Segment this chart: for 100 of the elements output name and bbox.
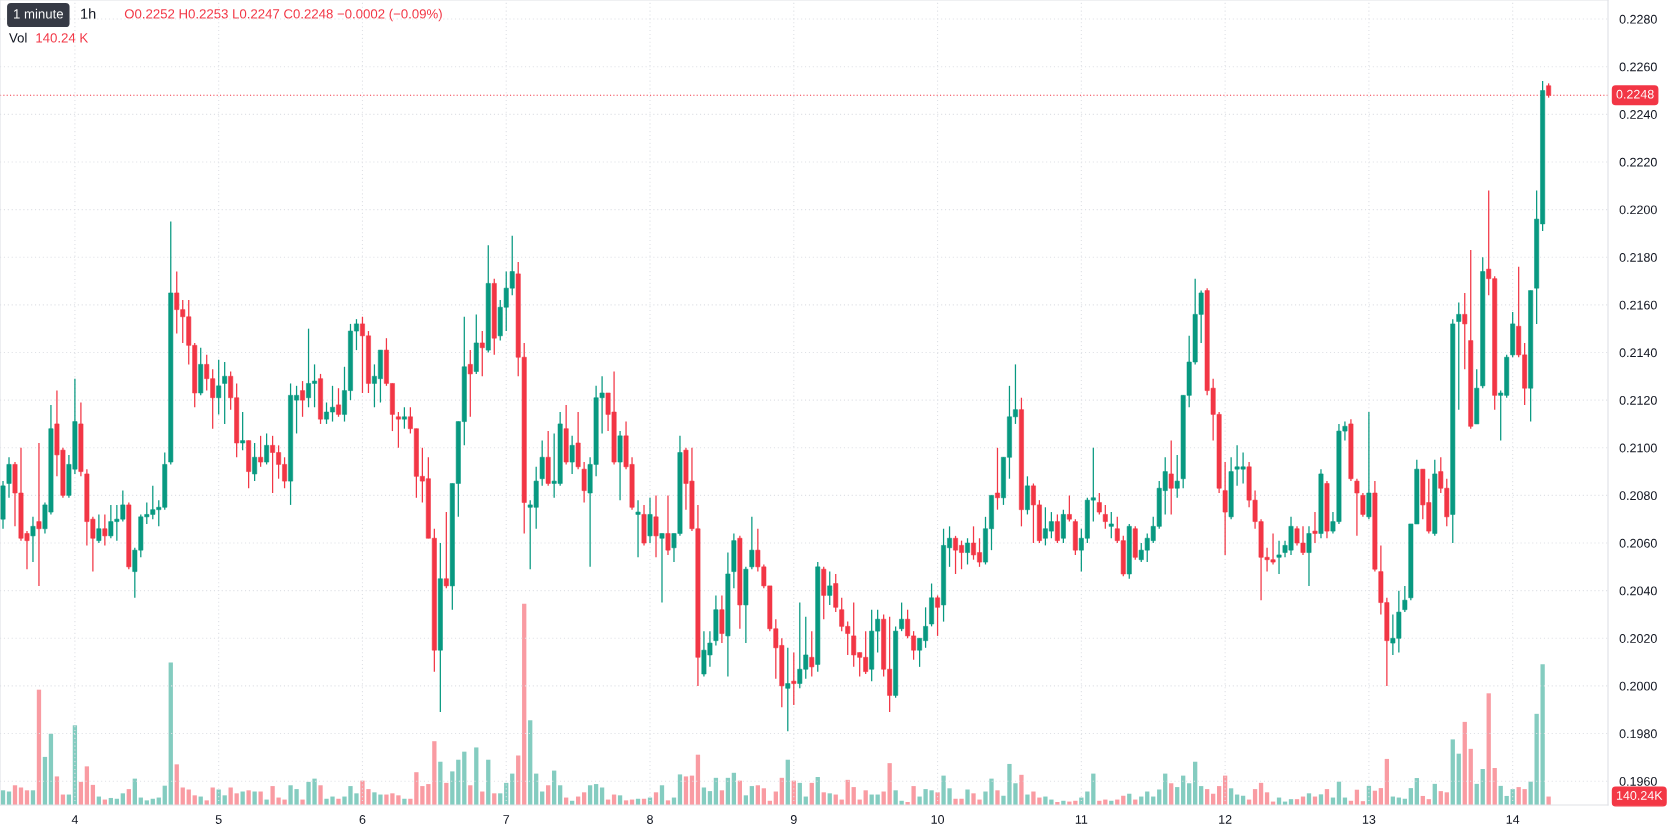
bar [450,771,455,805]
bar [522,603,527,805]
x-tick-label: 4 [71,815,79,824]
bar [474,747,479,805]
candlestick [635,499,641,558]
candlestick [222,361,228,425]
bar [1384,758,1390,805]
candlestick [659,532,665,604]
bar [516,755,521,805]
candlestick [1025,475,1030,516]
candlestick [809,630,815,678]
x-tick-label: 5 [215,815,222,824]
candlestick [995,447,1000,511]
annotation: Vol [9,32,27,43]
bar [785,759,790,805]
y-tick-label: 0.2000 [1619,681,1657,691]
candlestick [102,513,108,547]
y-tick-label: 0.2280 [1619,14,1657,24]
bar [965,789,970,805]
bar [336,798,341,805]
bar [36,689,42,805]
bar [1492,767,1497,805]
bar [1486,693,1491,805]
candlestick [749,516,755,570]
candlestick [252,442,258,482]
candlestick [1168,439,1174,516]
candlestick [6,456,12,499]
y-tick-label: 0.2260 [1619,62,1657,72]
candlestick [1366,411,1372,520]
y-tick-label: 0.2180 [1619,253,1657,262]
bar [18,787,24,805]
candlestick [1306,525,1312,587]
candlestick [36,442,42,587]
bar [935,792,940,805]
bar [42,756,48,805]
bar [1019,774,1024,805]
candlestick [569,435,575,475]
candlestick [216,359,222,416]
candlestick [827,570,833,606]
bar [599,787,605,805]
candlestick [1402,585,1408,613]
candlestick [1276,540,1282,575]
y-tick-label: 0.1960 [1619,776,1657,786]
candlestick [785,647,791,732]
x-tick-label: 9 [790,815,797,824]
candlestick [1096,492,1102,516]
candlestick [965,537,970,566]
candlestick [1360,492,1366,518]
chart-title: 1h [81,8,96,19]
x-tick-label: 12 [1219,815,1232,824]
y-tick-label: 0.2220 [1619,157,1657,167]
bar [701,787,707,805]
bar [402,798,407,805]
ref-line-label: 0.2248 [1616,89,1654,99]
candlestick [791,651,797,706]
y-tick-label: 0.2120 [1619,395,1657,405]
bar [1462,721,1467,805]
bar [252,791,257,805]
candlestick [30,516,36,563]
bar [246,790,251,805]
candlestick [443,511,449,589]
bar [528,720,533,805]
candlestick [653,494,659,558]
bar [1456,753,1461,805]
bar [180,787,185,805]
bar [168,662,173,805]
bar [210,787,215,805]
x-tick-label: 6 [359,815,366,824]
y-tick-label: 0.2080 [1619,491,1657,501]
candlestick [1312,511,1318,544]
annotation: 1 minute [14,8,64,19]
candlestick [581,461,587,504]
candlestick [539,439,545,487]
bar [815,777,820,805]
candlestick [300,380,305,418]
candlestick [467,349,473,418]
x-tick-label: 7 [503,815,510,824]
bar [318,785,323,805]
candlestick [833,573,839,613]
bar [462,751,467,805]
candlestick [719,594,725,644]
candlestick [240,411,246,451]
y-tick-label: 0.2140 [1619,348,1657,358]
x-tick-label: 11 [1075,815,1088,824]
bar [1546,796,1551,805]
candlestick [1222,461,1228,556]
x-tick-label: 13 [1362,815,1376,824]
x-tick-label: 14 [1506,815,1520,824]
y-tick-label: 0.2040 [1619,586,1657,596]
candlestick [1066,494,1072,523]
candlestick [1354,478,1360,537]
candlestick [647,497,653,544]
candlestick [479,330,485,377]
bar [438,761,443,805]
candlestick [1060,509,1066,544]
bar [84,766,90,805]
x-tick-label: 8 [647,815,653,824]
candlestick [899,601,905,632]
bar [683,776,689,805]
y-tick-label: 0.1980 [1619,729,1657,739]
